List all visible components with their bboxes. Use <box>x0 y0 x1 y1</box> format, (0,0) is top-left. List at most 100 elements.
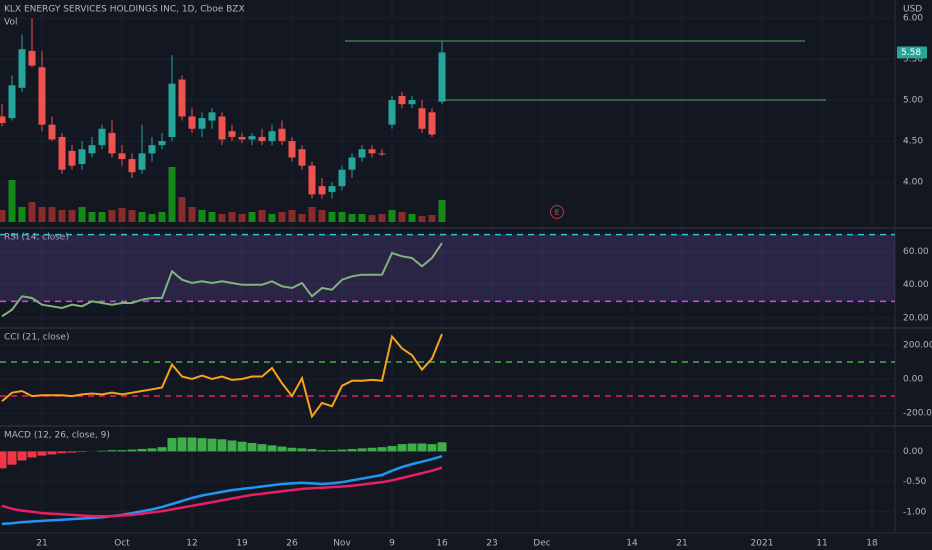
candle-body <box>308 165 316 195</box>
x-tick-label: 19 <box>236 539 248 549</box>
volume-bar <box>108 210 116 222</box>
volume-bar <box>238 214 246 222</box>
candle-body <box>218 116 226 140</box>
candle-body <box>128 159 136 173</box>
volume-bar <box>248 212 256 222</box>
histogram-bar <box>0 451 7 469</box>
histogram-bar <box>337 449 347 452</box>
volume-bar <box>78 207 86 222</box>
volume-bar <box>118 208 126 222</box>
volume-bar <box>438 200 446 222</box>
level-band <box>0 234 895 302</box>
candle-body <box>38 67 46 125</box>
volume-bar <box>48 207 56 222</box>
histogram-bar <box>317 450 327 452</box>
histogram-bar <box>127 449 137 452</box>
x-tick-label: 11 <box>816 539 827 549</box>
candle-body <box>228 131 236 137</box>
candle-body <box>68 150 76 166</box>
histogram-bar <box>147 448 157 452</box>
volume-bar <box>398 212 406 222</box>
histogram-bar <box>387 445 397 452</box>
histogram-bar <box>327 450 337 452</box>
candle-body <box>178 79 186 117</box>
candle-body <box>278 128 286 142</box>
histogram-bar <box>197 438 207 452</box>
histogram-bar <box>227 440 237 452</box>
candle-body <box>418 108 426 129</box>
histogram-bar <box>177 437 187 452</box>
candle-body <box>388 100 396 125</box>
candle-body <box>18 49 26 88</box>
histogram-bar <box>137 448 147 452</box>
volume-bar <box>358 214 366 222</box>
candle-body <box>108 132 116 154</box>
candle-body <box>398 95 406 105</box>
histogram-bar <box>437 442 447 452</box>
histogram-bar <box>407 443 417 452</box>
earnings-marker-label: E <box>555 209 559 217</box>
indicator-line <box>1 242 443 318</box>
candle-body <box>438 52 446 102</box>
x-tick-label: 18 <box>866 539 878 549</box>
y-tick-label: 40.00 <box>903 280 929 290</box>
histogram-bar <box>157 447 167 452</box>
histogram-bar <box>297 448 307 452</box>
histogram-bar <box>17 451 27 461</box>
candle-body <box>0 116 6 124</box>
x-tick-label: 2021 <box>751 539 774 549</box>
y-tick-label: 20.00 <box>903 314 929 324</box>
last-price-label: 5.58 <box>901 48 921 58</box>
y-tick-label: 0.00 <box>903 375 923 385</box>
y-tick-label: 4.00 <box>903 178 923 188</box>
candle-body <box>288 141 296 158</box>
candle-body <box>368 149 376 154</box>
volume-bar <box>228 212 236 222</box>
x-tick-label: Dec <box>533 539 550 549</box>
volume-bar <box>158 212 166 222</box>
candle-body <box>258 136 266 142</box>
histogram-bar <box>107 450 117 452</box>
y-tick-label: 4.50 <box>903 137 923 147</box>
y-tick-label: -1.00 <box>903 507 927 517</box>
histogram-bar <box>287 447 297 452</box>
candle-body <box>168 83 176 137</box>
y-tick-label: 5.50 <box>903 55 923 65</box>
volume-bar <box>418 216 426 222</box>
y-tick-label: 0.00 <box>903 447 923 457</box>
pane-title: RSI (14, close) <box>4 233 69 243</box>
x-tick-label: Oct <box>114 539 130 549</box>
volume-bar <box>0 210 6 222</box>
volume-bar <box>388 210 396 222</box>
histogram-bar <box>47 451 57 455</box>
x-tick-label: 23 <box>486 539 497 549</box>
x-tick-label: 21 <box>676 539 687 549</box>
candle-body <box>378 153 386 155</box>
x-tick-label: Nov <box>333 539 351 549</box>
histogram-bar <box>117 450 127 452</box>
candle-body <box>338 169 346 187</box>
currency-label: USD <box>903 5 922 15</box>
histogram-bar <box>397 444 407 452</box>
earnings-marker <box>550 205 564 219</box>
candle-body <box>8 85 16 119</box>
indicator-line <box>1 466 443 518</box>
histogram-bar <box>37 451 47 456</box>
volume-bar <box>278 212 286 222</box>
histogram-bar <box>247 442 257 452</box>
volume-bar <box>368 215 376 222</box>
volume-bar <box>148 214 156 222</box>
volume-bar <box>258 210 266 222</box>
volume-bar <box>288 210 296 222</box>
volume-bar <box>68 210 76 222</box>
candle-body <box>428 112 436 135</box>
candle-body <box>408 100 416 105</box>
volume-bar <box>268 214 276 222</box>
volume-bar <box>8 180 16 222</box>
volume-bar <box>328 212 336 222</box>
candle-body <box>268 131 276 142</box>
volume-bar <box>168 167 176 222</box>
x-tick-label: 26 <box>286 539 298 549</box>
